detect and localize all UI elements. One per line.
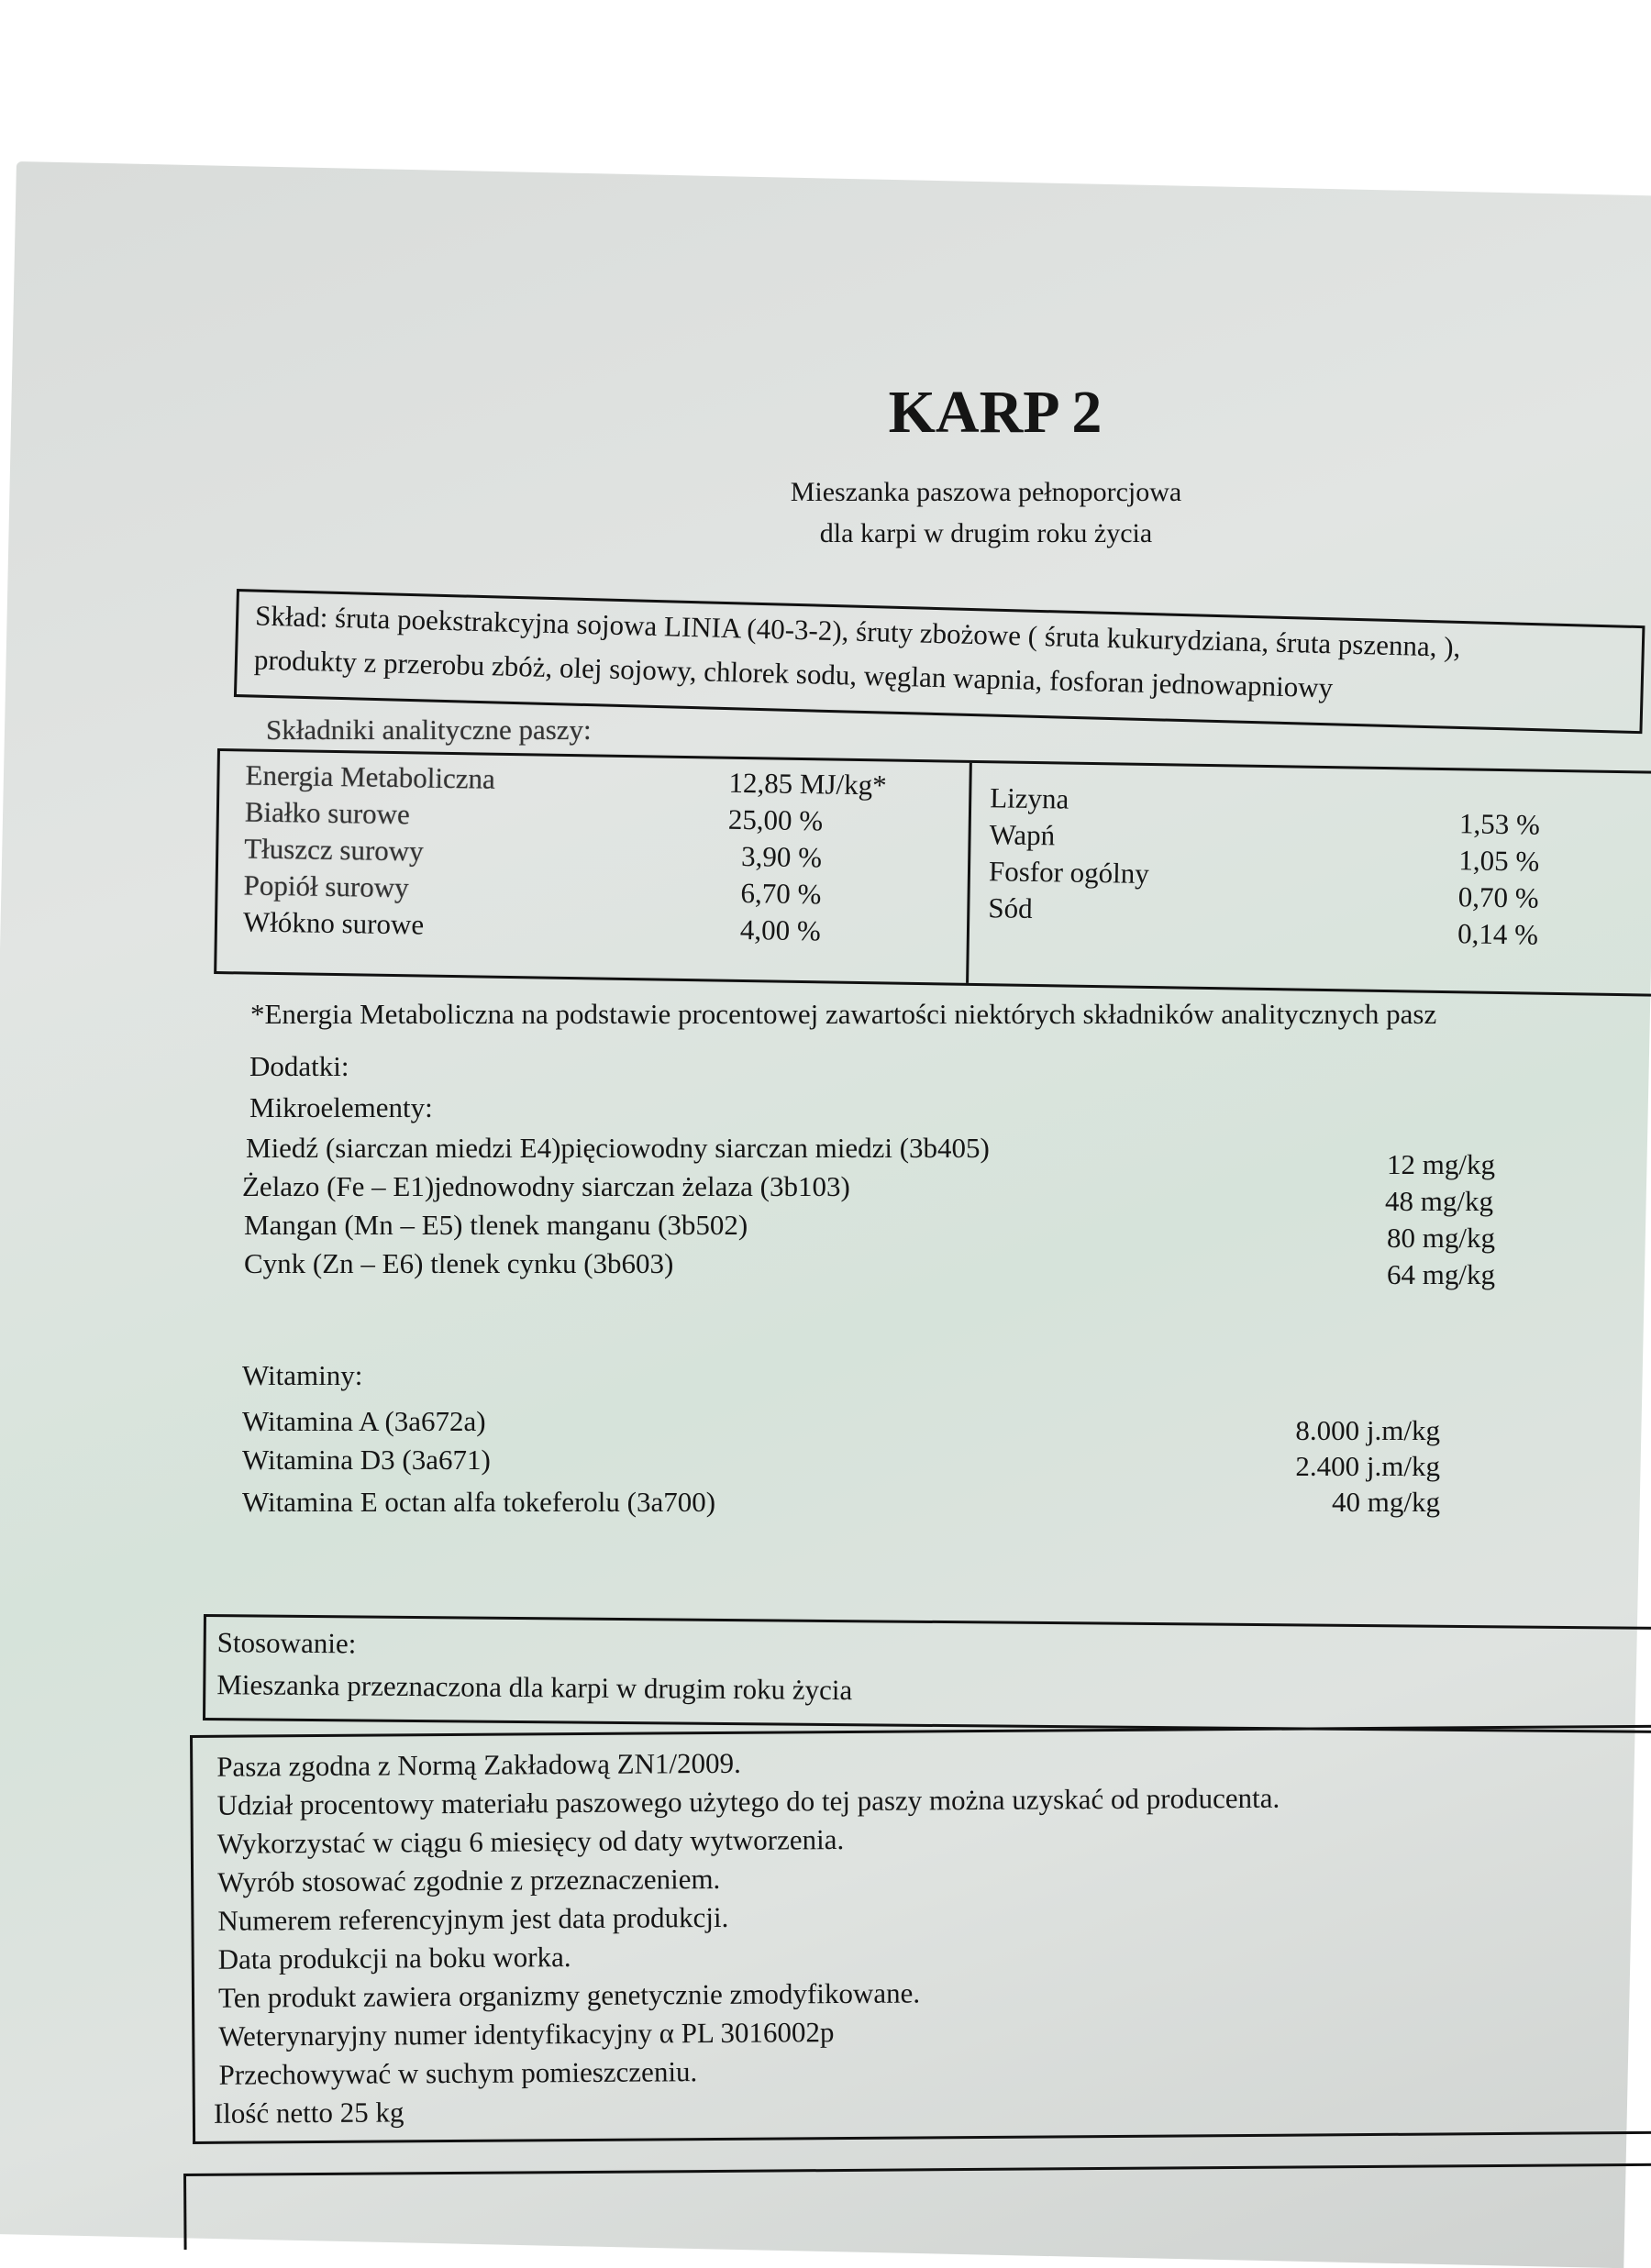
- microelement-value: 80 mg/kg: [1387, 1222, 1495, 1254]
- subtitle-line-2: dla karpi w drugim roku życia: [819, 518, 1153, 548]
- analytical-table: Energia Metaboliczna 12,85 MJ/kg* Białko…: [214, 748, 1651, 997]
- microelement-name: Cynk (Zn – E6) tlenek cynku (3b603): [244, 1247, 674, 1279]
- note-line: Wykorzystać w ciągu 6 miesięcy od daty w…: [216, 1823, 845, 1860]
- energy-footnote: *Energia Metaboliczna na podstawie proce…: [250, 998, 1437, 1030]
- analyte-value: 12,85 MJ/kg*: [728, 766, 887, 802]
- analyte-value: 0,70 %: [1457, 880, 1539, 914]
- analyte-value: 4,00 %: [739, 913, 822, 947]
- analyte-name: Tłuszcz surowy: [244, 832, 424, 868]
- analyte-name: Lizyna: [989, 781, 1069, 815]
- microelements-heading: Mikroelementy:: [249, 1091, 433, 1123]
- product-title: KARP 2: [888, 379, 1103, 446]
- table-divider: [966, 762, 972, 983]
- vitamins-heading: Witaminy:: [242, 1359, 363, 1391]
- analyte-name: Białko surowe: [244, 795, 411, 831]
- note-line: Wyrób stosować zgodnie z przeznaczeniem.: [216, 1862, 721, 1898]
- analyte-name: Sód: [988, 891, 1033, 924]
- analyte-name: Popiół surowy: [243, 868, 409, 904]
- note-line: Przechowywać w suchym pomieszczeniu.: [218, 2055, 698, 2091]
- microelement-name: Mangan (Mn – E5) tlenek manganu (3b502): [244, 1209, 748, 1241]
- analyte-name: Wapń: [989, 818, 1056, 852]
- microelement-name: Miedź (siarczan miedzi E4)pięciowodny si…: [246, 1132, 990, 1164]
- note-line: Weterynaryjny numer identyfikacyjny α PL…: [218, 2016, 835, 2052]
- note-line: Udział procentowy materiału paszowego uż…: [216, 1781, 1280, 1821]
- analyte-name: Fosfor ogólny: [988, 855, 1150, 890]
- usage-heading: Stosowanie:: [216, 1626, 357, 1660]
- note-line: Pasza zgodna z Normą Zakładową ZN1/2009.: [216, 1746, 741, 1783]
- note-line: Numerem referencyjnym jest data produkcj…: [217, 1900, 729, 1937]
- notes-box: Pasza zgodna z Normą Zakładową ZN1/2009.…: [190, 1724, 1651, 2144]
- usage-text: Mieszanka przeznaczona dla karpi w drugi…: [216, 1668, 853, 1707]
- analyte-value: 1,53 %: [1458, 807, 1541, 841]
- note-line: Data produkcji na boku worka.: [217, 1941, 571, 1975]
- note-line: Ilość netto 25 kg: [213, 2096, 404, 2130]
- analytical-heading: Składniki analityczne paszy:: [266, 714, 592, 746]
- vitamin-name: Witamina E octan alfa tokeferolu (3a700): [242, 1486, 716, 1518]
- analyte-value: 6,70 %: [740, 876, 822, 911]
- analyte-value: 25,00 %: [727, 802, 824, 837]
- vitamin-value: 40 mg/kg: [1332, 1486, 1440, 1518]
- additives-heading: Dodatki:: [249, 1050, 349, 1082]
- analyte-value: 0,14 %: [1457, 917, 1539, 951]
- bottom-box: [183, 2163, 1651, 2250]
- analyte-name: Energia Metaboliczna: [245, 758, 496, 795]
- microelement-value: 12 mg/kg: [1387, 1148, 1495, 1180]
- analyte-value: 3,90 %: [740, 839, 823, 874]
- vitamin-value: 2.400 j.m/kg: [1295, 1450, 1440, 1482]
- microelement-value: 48 mg/kg: [1385, 1185, 1493, 1217]
- microelement-name: Żelazo (Fe – E1)jednowodny siarczan żela…: [242, 1170, 850, 1202]
- vitamin-name: Witamina A (3a672a): [242, 1405, 486, 1437]
- vitamin-value: 8.000 j.m/kg: [1295, 1414, 1440, 1446]
- analyte-name: Włókno surowe: [242, 905, 425, 941]
- vitamin-name: Witamina D3 (3a671): [242, 1444, 491, 1476]
- analyte-value: 1,05 %: [1458, 844, 1540, 878]
- note-line: Ten produkt zawiera organizmy genetyczni…: [217, 1976, 921, 2014]
- microelement-value: 64 mg/kg: [1387, 1258, 1495, 1290]
- subtitle-line-1: Mieszanka paszowa pełnoporcjowa: [790, 477, 1182, 507]
- usage-box: Stosowanie: Mieszanka przeznaczona dla k…: [202, 1614, 1651, 1733]
